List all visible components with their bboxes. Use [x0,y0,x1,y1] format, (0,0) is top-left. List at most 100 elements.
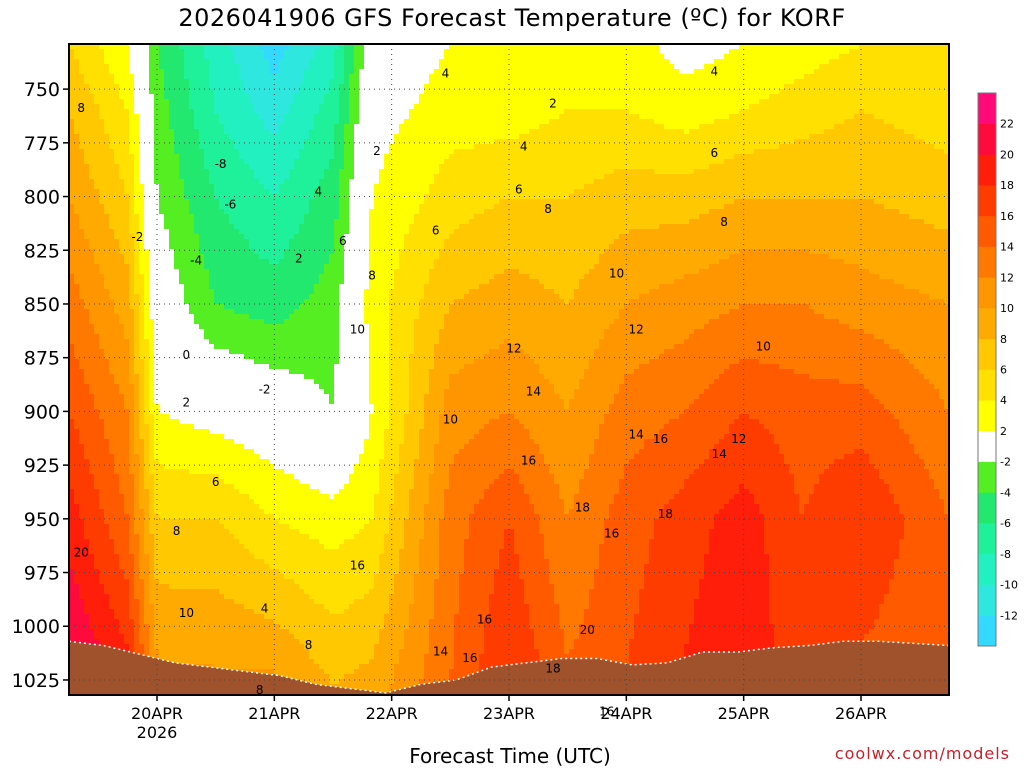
heatmap-cell [224,114,230,120]
heatmap-cell [139,94,145,100]
heatmap-cell [229,484,235,490]
heatmap-cell [239,124,245,130]
heatmap-cell [89,434,95,440]
heatmap-cell [74,314,80,320]
heatmap-cell [214,594,220,600]
heatmap-cell [244,554,250,560]
heatmap-cell [159,579,165,585]
heatmap-cell [249,604,255,610]
heatmap-cell [204,459,210,465]
heatmap-cell [69,94,75,100]
heatmap-cell [69,284,75,290]
heatmap-cell [84,384,90,390]
heatmap-cell [219,504,225,510]
heatmap-cell [239,149,245,155]
heatmap-cell [69,379,75,385]
heatmap-cell [249,209,255,215]
heatmap-cell [79,214,85,220]
heatmap-cell [244,459,250,465]
heatmap-cell [119,174,125,180]
heatmap-cell [209,354,215,360]
heatmap-cell [254,459,260,465]
heatmap-cell [229,394,235,400]
heatmap-cell [69,224,75,230]
heatmap-cell [224,229,230,235]
heatmap-cell [184,174,190,180]
heatmap-cell [144,69,150,75]
heatmap-cell [169,389,175,395]
heatmap-cell [219,114,225,120]
heatmap-cell [214,484,220,490]
heatmap-cell [134,154,140,160]
heatmap-cell [124,519,130,525]
heatmap-cell [204,399,210,405]
heatmap-cell [134,289,140,295]
heatmap-cell [104,259,110,265]
heatmap-cell [119,394,125,400]
heatmap-cell [209,124,215,130]
heatmap-cell [229,214,235,220]
heatmap-cell [179,479,185,485]
heatmap-cell [104,249,110,255]
heatmap-cell [179,124,185,130]
heatmap-cell [214,469,220,475]
heatmap-cell [214,54,220,60]
heatmap-cell [129,179,135,185]
heatmap-cell [94,274,100,280]
heatmap-cell [209,344,215,350]
heatmap-cell [104,179,110,185]
heatmap-cell [249,474,255,480]
heatmap-cell [169,364,175,370]
heatmap-cell [134,184,140,190]
heatmap-cell [139,184,145,190]
heatmap-cell [154,139,160,145]
heatmap-cell [244,609,250,615]
heatmap-cell [99,344,105,350]
heatmap-cell [69,194,75,200]
heatmap-cell [134,109,140,115]
heatmap-cell [119,84,125,90]
heatmap-cell [249,154,255,160]
heatmap-cell [199,534,205,540]
heatmap-cell [99,184,105,190]
heatmap-cell [249,664,255,670]
heatmap-cell [114,509,120,515]
heatmap-cell [144,354,150,360]
heatmap-cell [219,384,225,390]
heatmap-cell [179,154,185,160]
heatmap-cell [184,274,190,280]
heatmap-cell [159,614,165,620]
heatmap-cell [124,464,130,470]
heatmap-cell [79,279,85,285]
heatmap-cell [154,184,160,190]
heatmap-cell [114,169,120,175]
heatmap-cell [219,489,225,495]
heatmap-cell [179,284,185,290]
heatmap-cell [204,339,210,345]
heatmap-cell [194,494,200,500]
heatmap-cell [229,534,235,540]
heatmap-cell [229,594,235,600]
heatmap-cell [179,169,185,175]
heatmap-cell [234,119,240,125]
heatmap-cell [239,329,245,335]
heatmap-cell [204,354,210,360]
heatmap-cell [79,274,85,280]
heatmap-cell [94,539,100,545]
heatmap-cell [134,404,140,410]
heatmap-cell [164,394,170,400]
heatmap-cell [124,304,130,310]
heatmap-cell [149,214,155,220]
heatmap-cell [219,289,225,295]
heatmap-cell [194,344,200,350]
heatmap-cell [234,644,240,650]
heatmap-cell [119,374,125,380]
heatmap-cell [249,599,255,605]
heatmap-cell [89,514,95,520]
heatmap-cell [84,134,90,140]
heatmap-cell [84,269,90,275]
heatmap-cell [134,574,140,580]
heatmap-cell [194,514,200,520]
heatmap-cell [139,429,145,435]
heatmap-cell [159,559,165,565]
